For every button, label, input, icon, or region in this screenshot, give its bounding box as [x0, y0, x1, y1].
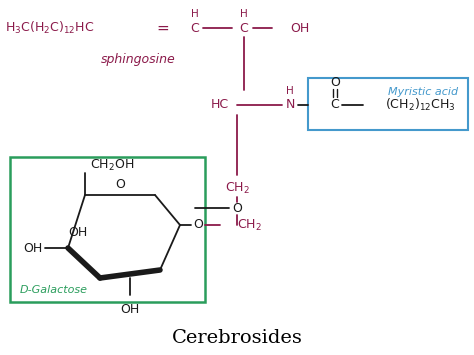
Text: OH: OH — [23, 241, 42, 255]
Text: O: O — [330, 76, 340, 89]
Text: OH: OH — [69, 226, 88, 240]
Text: OH: OH — [290, 22, 309, 34]
Bar — [308, 78, 468, 130]
Text: Myristic acid: Myristic acid — [388, 87, 458, 97]
Text: CH$_2$OH: CH$_2$OH — [90, 158, 134, 173]
Text: sphingosine: sphingosine — [100, 54, 175, 66]
Text: D-Galactose: D-Galactose — [20, 285, 88, 295]
Text: C: C — [240, 22, 248, 34]
Text: OH: OH — [120, 303, 140, 316]
Text: CH$_2$: CH$_2$ — [225, 180, 249, 196]
Text: O: O — [193, 218, 203, 231]
Text: O: O — [115, 179, 125, 191]
Text: O: O — [232, 202, 242, 214]
Text: C: C — [331, 98, 339, 111]
Text: H: H — [191, 9, 199, 19]
Text: =: = — [156, 21, 169, 36]
Text: CH$_2$: CH$_2$ — [237, 218, 262, 233]
Text: (CH$_2$)$_{12}$CH$_3$: (CH$_2$)$_{12}$CH$_3$ — [385, 97, 456, 113]
Bar — [10, 157, 205, 302]
Text: H: H — [240, 9, 248, 19]
Text: C: C — [191, 22, 200, 34]
Text: N: N — [285, 98, 295, 111]
Text: H: H — [286, 86, 294, 96]
Text: H$_3$C(H$_2$C)$_{12}$HC: H$_3$C(H$_2$C)$_{12}$HC — [5, 20, 94, 36]
Text: Cerebrosides: Cerebrosides — [172, 329, 302, 347]
Text: HC: HC — [211, 98, 229, 111]
